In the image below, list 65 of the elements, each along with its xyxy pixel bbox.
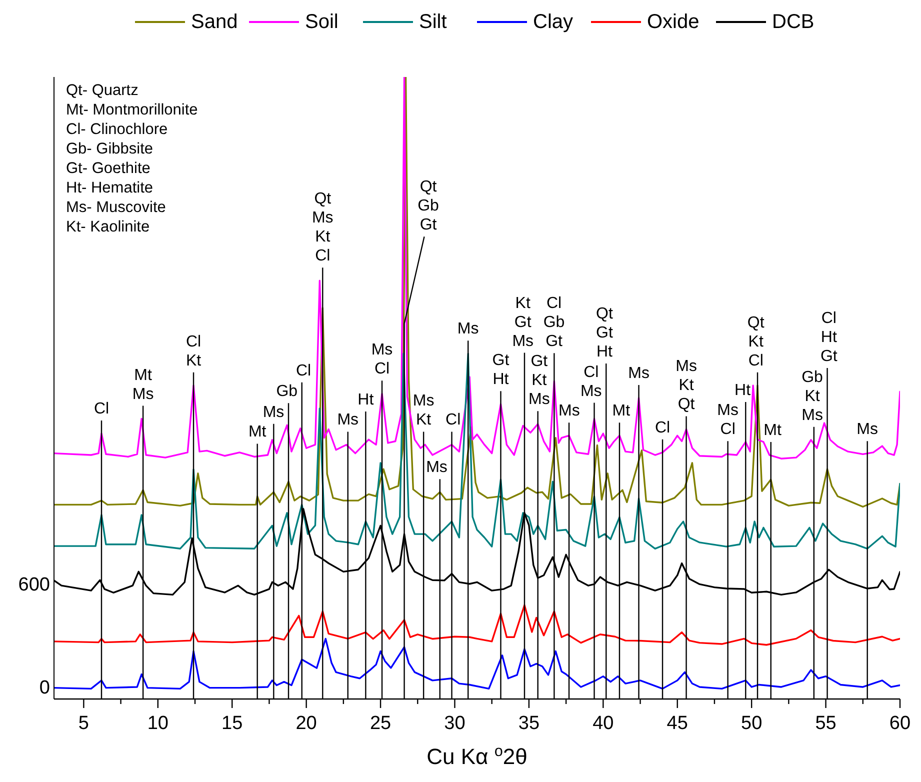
ref-line-label: Ms (558, 402, 580, 420)
legend-label: Silt (419, 11, 448, 33)
ref-line-label: Kt Gt Ms (512, 294, 534, 350)
ref-line-label: Qt Ms Kt Cl (312, 190, 334, 265)
annotation: Gb- Gibbsite (66, 140, 154, 158)
y-tick-label: 600 (18, 574, 50, 596)
ref-line-label: Mt (248, 424, 267, 441)
x-tick-label: 45 (666, 713, 688, 734)
ref-line-label: Qt Gt Ht (596, 306, 614, 361)
ref-line-label: Ms Kt (412, 392, 434, 429)
x-tick-label: 10 (147, 713, 168, 734)
ref-line-label: Qt Gb Gt (418, 178, 440, 234)
ref-line-label: Mt (612, 402, 631, 420)
ref-line-label: Gb (276, 383, 298, 400)
annotation: Ht- Hematite (66, 180, 153, 196)
ref-line-label: Cl Ms (580, 364, 602, 400)
ref-line-label: Ms (262, 404, 284, 421)
ref-line-label: Cl (94, 400, 110, 418)
ref-line-label: Gt Kt Ms (528, 353, 550, 408)
ref-line-label: Ms Cl (717, 402, 738, 438)
legend-label: Sand (191, 11, 238, 33)
ref-line-label: Ms (426, 459, 448, 476)
legend-label: Soil (305, 11, 338, 33)
ref-line-label: Mt (764, 422, 782, 440)
ref-line-label: Gt Ht (492, 352, 510, 388)
x-tick-label: 60 (889, 713, 911, 734)
ref-line-label: Gb Kt Ms (802, 368, 824, 424)
ref-line-label: Ms (457, 320, 479, 338)
x-tick-label: 55 (815, 713, 836, 734)
legend-label: Clay (533, 11, 574, 33)
x-tick-label: 35 (518, 713, 540, 734)
ref-line-label: Ms Cl (371, 342, 393, 378)
ref-line-label: Cl (446, 412, 461, 429)
ref-line-label: Ht (734, 382, 752, 399)
ref-line-label: Mt Ms (132, 366, 154, 403)
ref-line-label: Ms Kt Qt (676, 358, 697, 414)
line-series (54, 604, 900, 646)
x-tick-label: 20 (296, 713, 317, 734)
line-series (54, 638, 900, 690)
ref-line-label: Cl Kt (186, 333, 202, 370)
ref-line-label: Cl Ht Gt (820, 310, 838, 366)
ref-line-label: Ms (628, 364, 650, 382)
legend-label: DCB (772, 11, 814, 33)
ref-line-label: Ht (358, 392, 374, 409)
annotation: Ms- Muscovite (66, 199, 166, 216)
x-tick-label: 50 (741, 713, 762, 734)
ref-line-label: Qt Kt Cl (747, 314, 765, 370)
ref-line-label: Ms (337, 412, 359, 429)
x-tick-label: 25 (370, 713, 392, 734)
x-tick-label: 40 (592, 713, 614, 734)
ref-line-label: Cl (654, 419, 670, 436)
annotation: Cl- Clinochlore (66, 121, 168, 138)
annotation: Kt- Kaolinite (66, 218, 150, 236)
y-tick-label: 0 (39, 678, 50, 699)
annotation: Gt- Goethite (66, 160, 150, 177)
annotation: Qt- Quartz (66, 82, 138, 99)
x-axis-title: Cu Kα $^{o}$2θ (426, 742, 528, 769)
legend-label: Oxide (647, 11, 700, 33)
x-tick-label: 5 (78, 713, 89, 734)
ref-line-label: Cl Gb Gt (543, 295, 565, 350)
ref-line-label: Cl (296, 362, 312, 380)
ref-line-label: Ms (856, 421, 878, 438)
x-tick-label: 15 (222, 713, 243, 734)
x-tick-label: 30 (444, 713, 466, 734)
annotation: Mt- Montmorillonite (66, 102, 198, 118)
